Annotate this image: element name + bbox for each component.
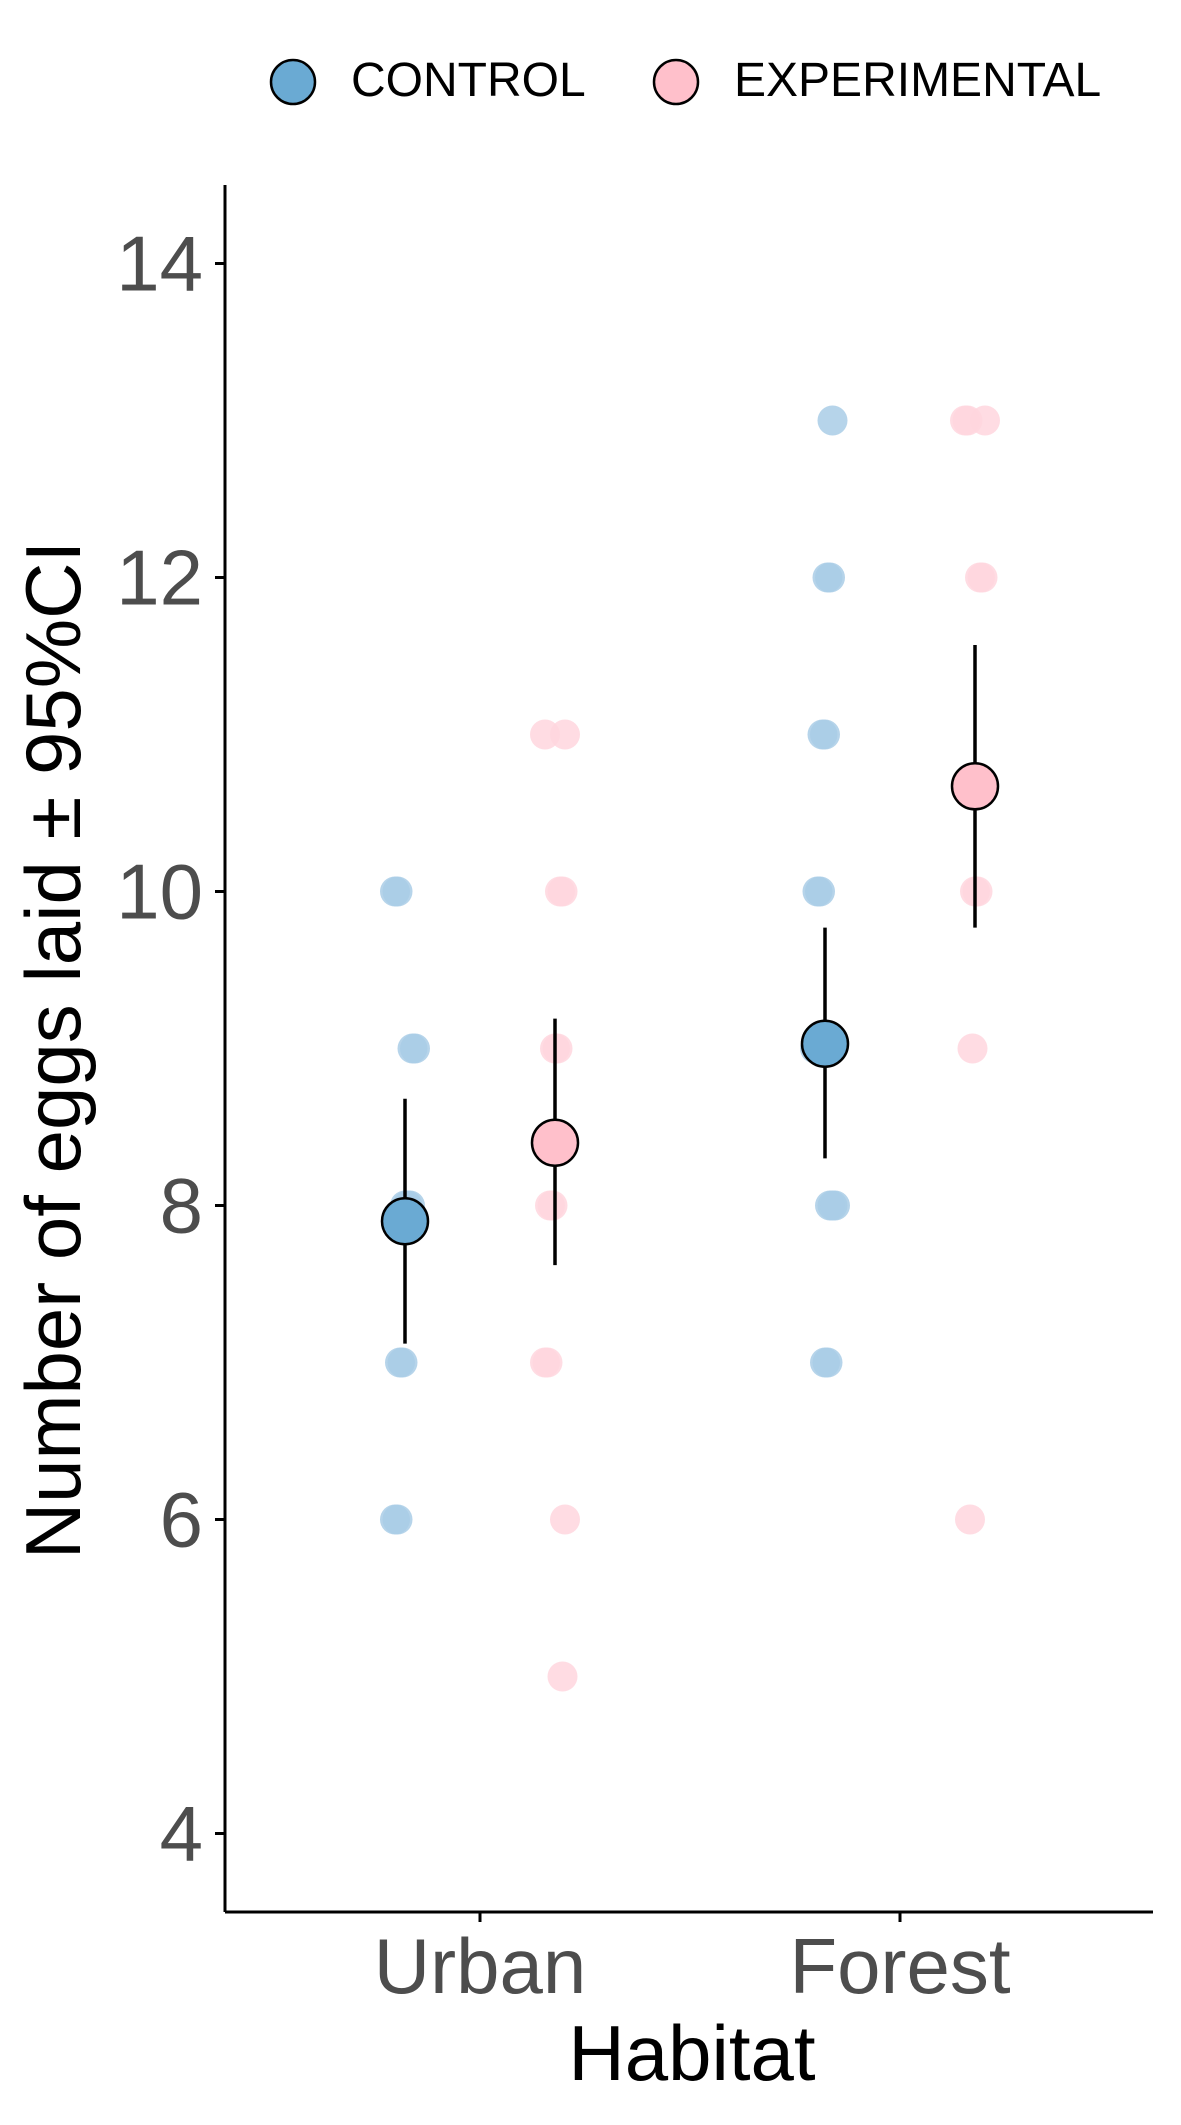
raw-point <box>382 876 413 907</box>
raw-point <box>547 1661 578 1692</box>
legend-key-experimental <box>652 58 700 106</box>
raw-point <box>382 1504 413 1535</box>
raw-point <box>815 562 845 593</box>
raw-point <box>530 719 560 750</box>
raw-point <box>962 876 993 907</box>
x-axis-title: Habitat <box>568 2009 815 2097</box>
raw-point <box>542 1033 573 1064</box>
ci-bars <box>403 645 977 1344</box>
raw-point <box>805 876 835 907</box>
mean-point <box>530 1118 580 1167</box>
x-tick-label: Urban <box>374 1922 586 2010</box>
y-axis-title: Number of eggs laid ± 95%CI <box>9 541 97 1559</box>
raw-point <box>967 562 998 593</box>
y-tick-label: 6 <box>160 1476 203 1564</box>
raw-point <box>387 1347 418 1378</box>
raw-point <box>537 1190 568 1221</box>
raw-point <box>812 1347 843 1378</box>
raw-point <box>550 1504 580 1535</box>
x-axis-ticks: Urban Forest <box>374 1912 1011 2010</box>
raw-point <box>957 1033 988 1064</box>
legend-label-control: CONTROL <box>351 54 586 107</box>
raw-point <box>952 405 983 436</box>
raw-point <box>955 1504 985 1535</box>
raw-point <box>817 405 848 436</box>
y-tick-label: 8 <box>160 1162 203 1250</box>
raw-point <box>810 719 840 750</box>
y-axis-ticks: 4 6 8 10 12 14 <box>116 220 225 1878</box>
mean-point <box>380 1196 430 1246</box>
y-tick-label: 14 <box>116 220 203 308</box>
legend: CONTROL EXPERIMENTAL <box>269 54 1101 107</box>
mean-point <box>800 1019 850 1069</box>
raw-points <box>380 405 1000 1692</box>
raw-point <box>400 1033 430 1064</box>
mean-points <box>380 762 1000 1246</box>
raw-point <box>532 1347 563 1378</box>
x-tick-label: Forest <box>789 1922 1010 2010</box>
y-tick-label: 12 <box>116 534 203 622</box>
legend-label-experimental: EXPERIMENTAL <box>734 54 1101 107</box>
mean-point <box>950 762 1000 811</box>
raw-point <box>547 876 578 907</box>
y-tick-label: 10 <box>116 848 203 936</box>
legend-key-control <box>269 58 317 106</box>
axes <box>223 185 1153 1914</box>
y-tick-label: 4 <box>160 1790 203 1878</box>
raw-point <box>820 1190 850 1221</box>
